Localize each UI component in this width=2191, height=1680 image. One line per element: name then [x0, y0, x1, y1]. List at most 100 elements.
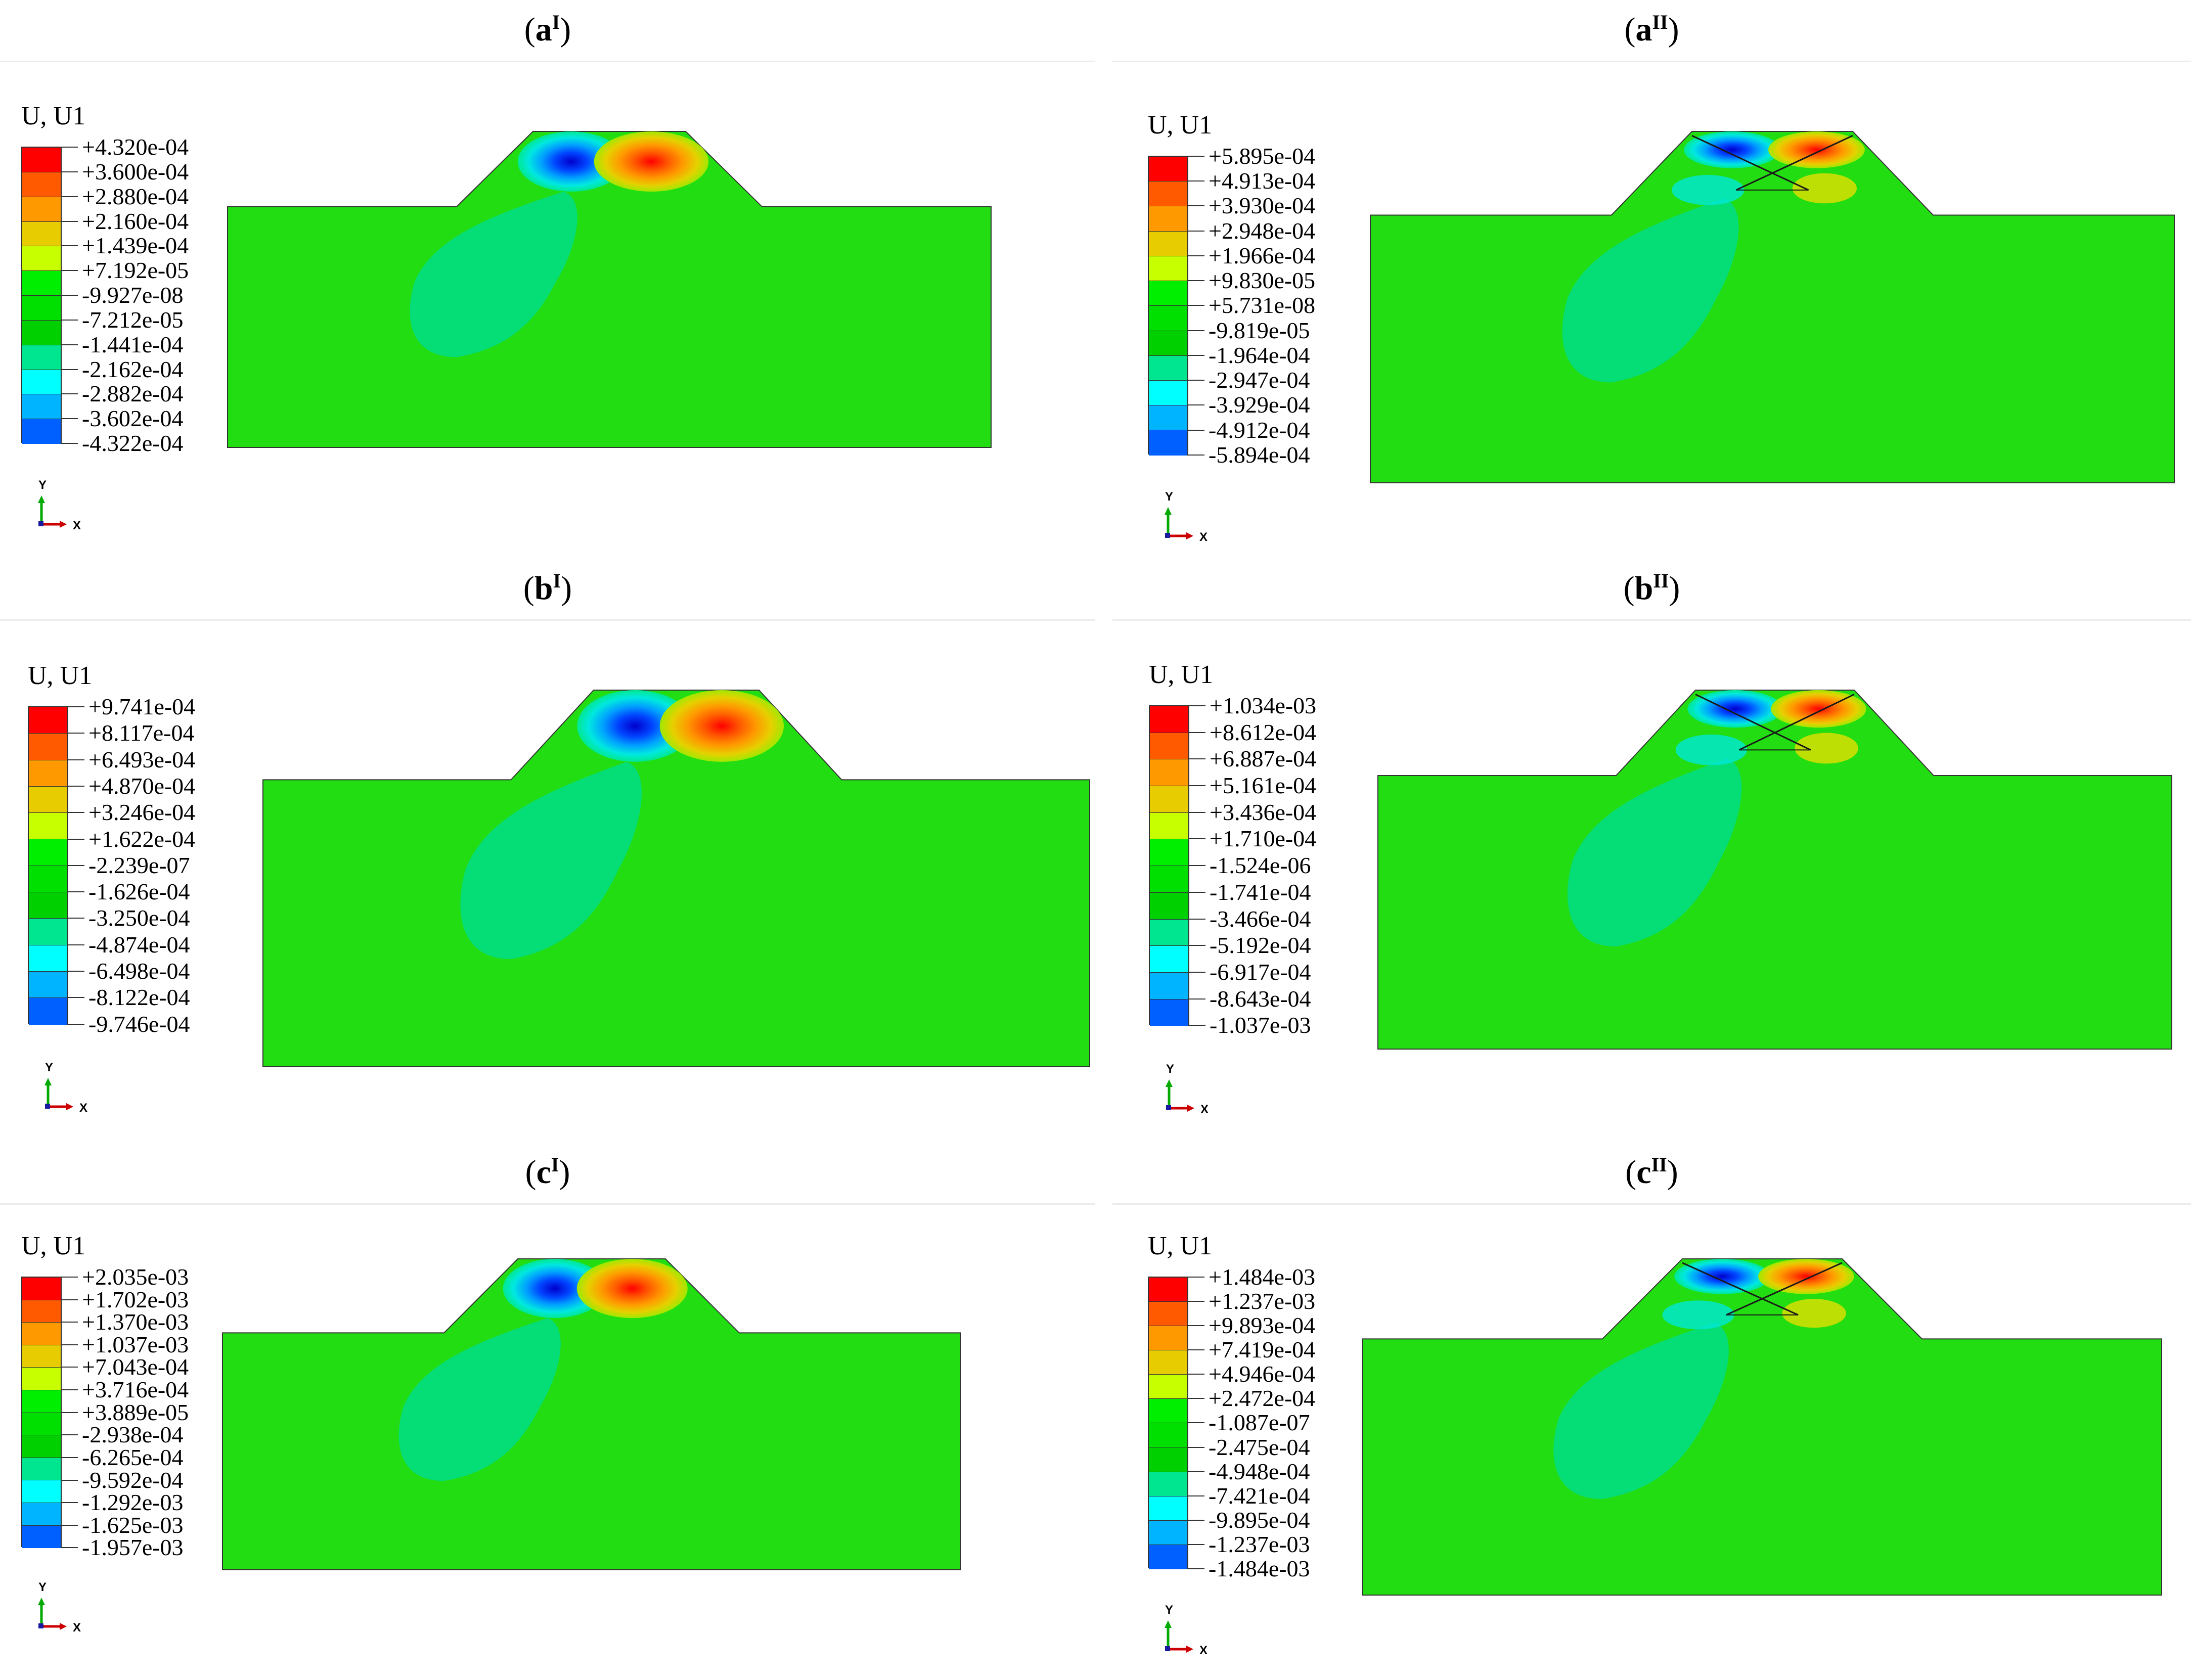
- legend-value: -7.421e-04: [1209, 1482, 1310, 1509]
- legend-value: -2.882e-04: [82, 381, 184, 407]
- legend-value: -1.957e-03: [82, 1534, 184, 1561]
- legend-tick: [67, 971, 84, 972]
- legend-color-step: [29, 971, 67, 998]
- legend-color-step: [29, 866, 67, 893]
- legend-tick: [67, 918, 84, 919]
- legend-value: -9.592e-04: [82, 1467, 184, 1493]
- legend-value: +4.870e-04: [88, 773, 196, 799]
- legend-color-step: [1150, 866, 1188, 893]
- legend-color-step: [1149, 380, 1187, 406]
- legend-tick: [1187, 280, 1204, 282]
- displacement-plume: [1567, 758, 1742, 947]
- legend-tick: [1188, 918, 1205, 920]
- legend-color-step: [22, 1525, 61, 1549]
- legend-color-step: [29, 786, 67, 813]
- x-arrow-head: [60, 1623, 67, 1630]
- legend-tick: [1188, 865, 1205, 867]
- variable-label: U, U1: [1148, 111, 1213, 140]
- legend-color-step: [1149, 181, 1187, 207]
- legend-tick: [61, 270, 78, 271]
- legend-value: +5.161e-04: [1210, 773, 1317, 799]
- legend-value: -5.894e-04: [1209, 441, 1310, 468]
- embankment-model: [1370, 131, 2174, 483]
- legend-tick: [1188, 891, 1205, 893]
- y-axis-label: Y: [38, 1580, 47, 1594]
- embankment-model: [263, 690, 1090, 1067]
- triad-axes: YX: [44, 1061, 87, 1115]
- legend-color-step: [1149, 1447, 1187, 1472]
- legend-color-step: [1150, 919, 1188, 946]
- legend-tick: [1187, 1519, 1204, 1521]
- legend-value: +7.043e-04: [82, 1354, 189, 1380]
- contour-legend: +4.320e-04 +3.600e-04 +2.880e-04 +2.160e-04…: [21, 135, 325, 468]
- legend-color-step: [1149, 1545, 1187, 1569]
- triad-axes: YX: [1166, 1062, 1209, 1116]
- legend-color-step: [29, 919, 67, 945]
- negative-displacement-zone: [1674, 1259, 1770, 1294]
- legend-value: +5.731e-08: [1209, 292, 1316, 319]
- legend-color-step: [29, 760, 67, 787]
- legend-tick: [1187, 354, 1204, 356]
- x-axis-label: X: [1199, 1644, 1208, 1657]
- legend-value: -2.475e-04: [1209, 1434, 1310, 1460]
- x-arrow-head: [1187, 1105, 1194, 1112]
- panel-superscript: II: [1653, 569, 1669, 592]
- panel-letter: bI: [534, 569, 561, 607]
- legend-color-step: [1149, 331, 1187, 356]
- legend-color-step: [29, 813, 67, 840]
- panel-superscript: II: [1651, 1153, 1667, 1176]
- legend-tick: [67, 759, 84, 760]
- legend-tick: [61, 1412, 78, 1413]
- x-arrow-head: [1186, 1646, 1193, 1653]
- legend-tick: [61, 171, 78, 172]
- negative-displacement-zone: [1684, 131, 1780, 168]
- legend-color-step: [1149, 231, 1187, 256]
- legend-color-step: [1149, 1375, 1187, 1399]
- legend-value: +3.889e-05: [82, 1399, 189, 1425]
- embankment-body: [1363, 1259, 2162, 1595]
- z-axis-dot: [38, 521, 43, 526]
- legend-value: -2.947e-04: [1209, 367, 1310, 393]
- legend-color-step: [1150, 759, 1188, 787]
- secondary-negative-zone: [1662, 1300, 1734, 1330]
- legend-tick: [1187, 305, 1204, 306]
- panel-label: (aII): [1624, 11, 1679, 48]
- legend-tick: [1188, 732, 1205, 733]
- legend-tick: [61, 443, 78, 444]
- legend-tick: [1187, 380, 1204, 381]
- legend-value: +3.246e-04: [88, 799, 196, 826]
- panel-label: (cI): [525, 1153, 570, 1191]
- legend-value: -1.625e-03: [82, 1512, 184, 1538]
- variable-label: U, U1: [1149, 660, 1214, 689]
- embankment-model: [1378, 690, 2172, 1049]
- viewport-frame: [0, 61, 1095, 536]
- legend-color-step: [22, 1413, 61, 1436]
- legend-value: -1.441e-04: [82, 331, 184, 357]
- z-axis-dot: [1165, 533, 1170, 538]
- legend-color-step: [22, 1278, 61, 1300]
- legend-tick: [1188, 971, 1205, 973]
- legend-color-step: [1149, 1472, 1187, 1496]
- legend-color-step: [22, 345, 61, 370]
- legend-tick: [1187, 1374, 1204, 1375]
- legend-value: -3.929e-04: [1209, 392, 1310, 418]
- legend-tick: [67, 733, 84, 734]
- legend-color-step: [29, 707, 67, 734]
- legend-tick: [67, 812, 84, 813]
- panel-label: (cII): [1625, 1153, 1678, 1191]
- x-arrow-head: [66, 1103, 73, 1110]
- z-axis-dot: [1165, 1646, 1170, 1651]
- legend-tick: [61, 1344, 78, 1345]
- triad-axes: YX: [1165, 490, 1208, 544]
- legend-color-scale: [1148, 1277, 1188, 1569]
- legend-value: +4.946e-04: [1209, 1361, 1316, 1387]
- legend-tick: [1187, 330, 1204, 331]
- legend-color-step: [29, 998, 67, 1025]
- y-arrow-head: [38, 495, 45, 503]
- legend-color-step: [29, 892, 67, 919]
- legend-color-step: [22, 1458, 61, 1481]
- legend-tick: [1187, 156, 1204, 157]
- legend-value: -2.162e-04: [82, 356, 184, 382]
